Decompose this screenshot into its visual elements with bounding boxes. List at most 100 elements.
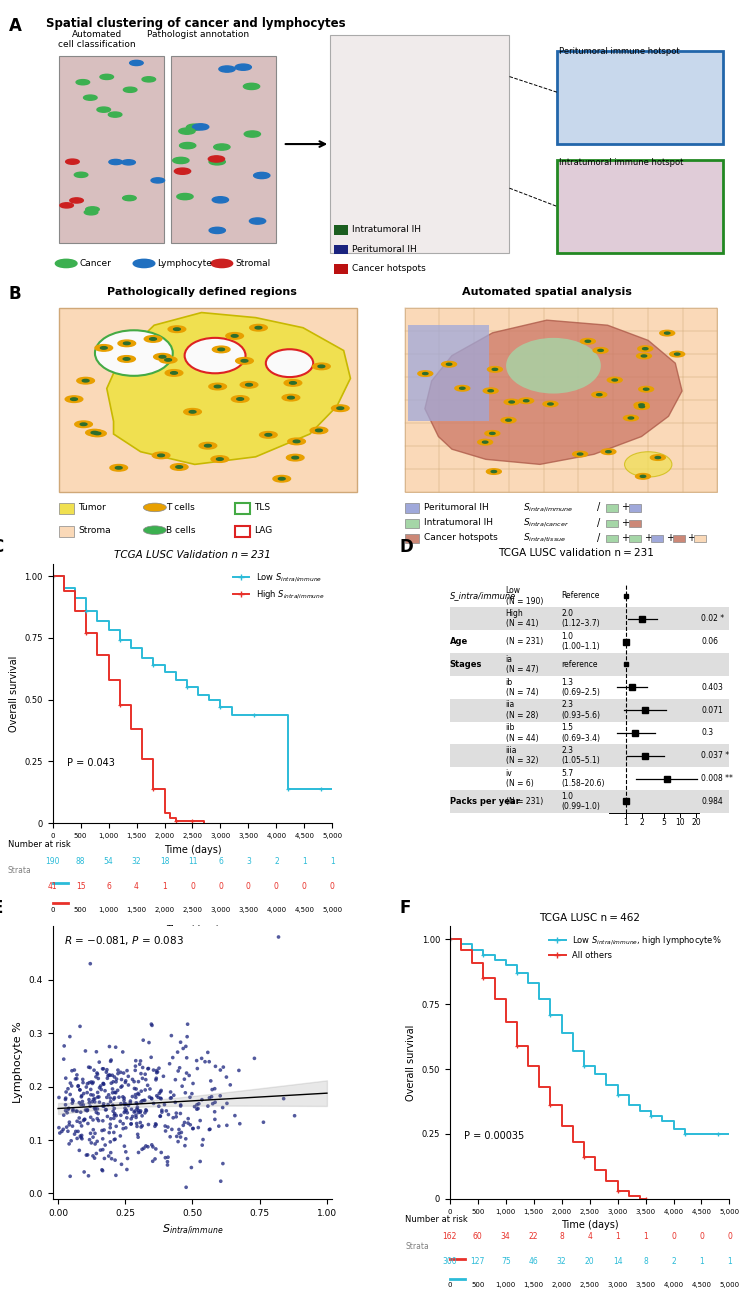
FancyBboxPatch shape bbox=[629, 504, 641, 512]
Circle shape bbox=[150, 338, 156, 340]
Point bbox=[159, 1094, 171, 1115]
Text: 5: 5 bbox=[661, 817, 666, 826]
Point bbox=[59, 1089, 71, 1109]
Circle shape bbox=[593, 348, 608, 353]
Point bbox=[53, 1087, 65, 1108]
Text: Automated
cell classification: Automated cell classification bbox=[58, 30, 135, 49]
Ellipse shape bbox=[266, 349, 313, 377]
FancyBboxPatch shape bbox=[405, 308, 717, 492]
Circle shape bbox=[519, 397, 534, 404]
Point bbox=[144, 1078, 156, 1099]
Point bbox=[115, 1105, 127, 1126]
Circle shape bbox=[209, 158, 226, 165]
Circle shape bbox=[129, 60, 143, 65]
Circle shape bbox=[598, 349, 603, 352]
Point bbox=[196, 1135, 208, 1156]
Point bbox=[105, 1117, 117, 1138]
Point bbox=[116, 1154, 128, 1174]
Point bbox=[132, 1142, 144, 1163]
FancyBboxPatch shape bbox=[405, 518, 420, 529]
FancyBboxPatch shape bbox=[450, 768, 729, 790]
Circle shape bbox=[255, 326, 262, 329]
Circle shape bbox=[97, 107, 111, 112]
Text: +: + bbox=[621, 503, 629, 512]
Circle shape bbox=[144, 503, 166, 512]
FancyBboxPatch shape bbox=[405, 503, 420, 513]
Point bbox=[137, 1030, 149, 1051]
Point bbox=[66, 1092, 78, 1113]
Point bbox=[81, 1082, 93, 1103]
Point bbox=[105, 1073, 117, 1094]
Point bbox=[196, 1048, 208, 1069]
Point bbox=[154, 1087, 166, 1108]
Point bbox=[178, 1069, 190, 1090]
Circle shape bbox=[118, 356, 135, 362]
Point bbox=[146, 1015, 158, 1035]
Point bbox=[139, 1079, 151, 1100]
Circle shape bbox=[237, 397, 244, 400]
Point bbox=[105, 1142, 117, 1163]
Text: 18: 18 bbox=[159, 857, 169, 866]
Point bbox=[58, 1035, 70, 1056]
Circle shape bbox=[506, 420, 511, 421]
Point bbox=[174, 1031, 186, 1052]
Point bbox=[100, 1061, 112, 1082]
Point bbox=[123, 1095, 135, 1116]
Point bbox=[116, 1069, 128, 1090]
Point bbox=[117, 1086, 129, 1107]
Point bbox=[98, 1094, 110, 1115]
Point bbox=[133, 1085, 145, 1105]
Point bbox=[112, 1063, 124, 1083]
Point bbox=[83, 1057, 95, 1078]
Circle shape bbox=[152, 452, 170, 459]
Circle shape bbox=[623, 416, 638, 421]
Text: 0.3: 0.3 bbox=[702, 729, 714, 738]
X-axis label: Time (days): Time (days) bbox=[561, 1220, 618, 1230]
Circle shape bbox=[578, 453, 583, 455]
FancyBboxPatch shape bbox=[556, 51, 723, 144]
FancyBboxPatch shape bbox=[694, 535, 706, 542]
Point bbox=[173, 1120, 185, 1141]
Circle shape bbox=[585, 340, 590, 342]
Point bbox=[130, 1092, 142, 1113]
Point bbox=[106, 1065, 118, 1086]
Text: 1: 1 bbox=[643, 1233, 648, 1242]
Text: 1: 1 bbox=[615, 1233, 620, 1242]
Point bbox=[209, 1078, 221, 1099]
Point bbox=[126, 1069, 138, 1090]
Point bbox=[62, 1121, 74, 1142]
Point bbox=[171, 1042, 183, 1063]
Text: 15: 15 bbox=[76, 882, 86, 891]
Point bbox=[87, 1146, 99, 1167]
Circle shape bbox=[318, 365, 325, 368]
Point bbox=[83, 1092, 96, 1113]
Point bbox=[65, 1073, 77, 1094]
Text: 5.7
(1.58–20.6): 5.7 (1.58–20.6) bbox=[562, 769, 605, 788]
Point bbox=[91, 1063, 103, 1083]
Circle shape bbox=[217, 457, 223, 460]
Text: 0.037 *: 0.037 * bbox=[702, 751, 729, 760]
Point bbox=[162, 1117, 174, 1138]
Text: 0: 0 bbox=[218, 882, 223, 891]
Point bbox=[92, 1064, 104, 1085]
Text: 2,000: 2,000 bbox=[154, 907, 174, 913]
Point bbox=[97, 1111, 109, 1131]
Point bbox=[59, 1087, 71, 1108]
FancyBboxPatch shape bbox=[333, 264, 348, 274]
FancyBboxPatch shape bbox=[59, 56, 164, 243]
Point bbox=[85, 1085, 97, 1105]
Point bbox=[117, 1063, 129, 1083]
Point bbox=[174, 1057, 186, 1078]
Point bbox=[150, 1086, 162, 1107]
Text: 4,500: 4,500 bbox=[692, 1282, 711, 1289]
Point bbox=[194, 1111, 206, 1131]
Point bbox=[102, 1105, 114, 1126]
Circle shape bbox=[214, 386, 221, 388]
Point bbox=[131, 1113, 143, 1134]
Circle shape bbox=[601, 449, 616, 455]
Point bbox=[131, 1094, 143, 1115]
Point bbox=[184, 1087, 196, 1108]
Circle shape bbox=[608, 377, 622, 383]
Point bbox=[174, 1103, 186, 1124]
Circle shape bbox=[226, 333, 244, 339]
